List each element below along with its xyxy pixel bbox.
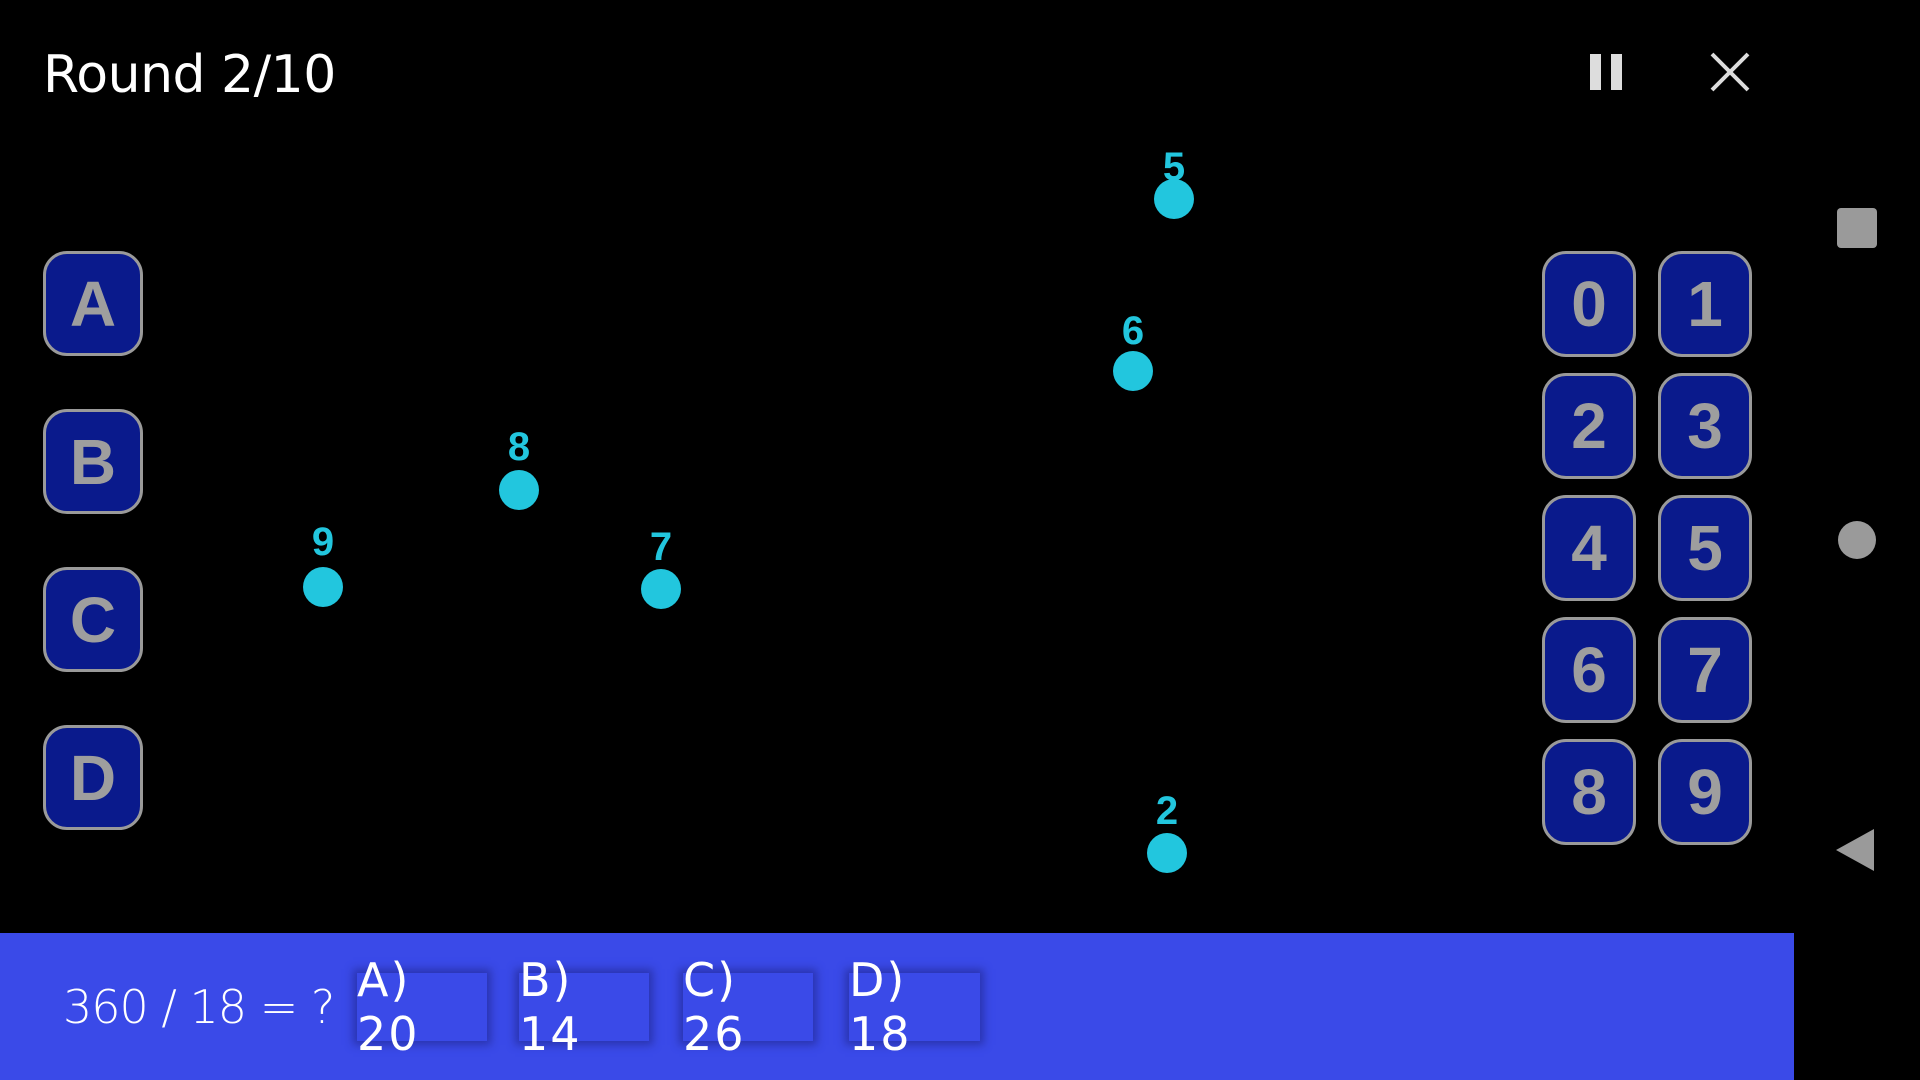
number-key-8[interactable]: 8	[1542, 739, 1636, 845]
dot-label: 2	[1155, 789, 1179, 833]
close-icon	[1710, 52, 1750, 92]
answer-button-a[interactable]: A	[43, 251, 143, 356]
option-b[interactable]: B) 14	[519, 953, 649, 1061]
dot-label: 9	[311, 520, 335, 564]
close-button[interactable]	[1708, 50, 1752, 94]
back-triangle-icon[interactable]	[1836, 829, 1874, 871]
round-title: Round 2/10	[43, 45, 336, 105]
question-bar: 360 / 18 = ? A) 20 B) 14 C) 26 D) 18	[0, 933, 1794, 1080]
dot[interactable]	[1147, 833, 1187, 873]
option-a[interactable]: A) 20	[357, 953, 487, 1061]
option-d[interactable]: D) 18	[849, 953, 980, 1061]
number-key-3[interactable]: 3	[1658, 373, 1752, 479]
recents-square-icon[interactable]	[1837, 208, 1877, 248]
dot-label: 7	[649, 525, 673, 569]
answer-button-c[interactable]: C	[43, 567, 143, 672]
number-key-9[interactable]: 9	[1658, 739, 1752, 845]
number-key-6[interactable]: 6	[1542, 617, 1636, 723]
dot[interactable]	[1113, 351, 1153, 391]
number-key-4[interactable]: 4	[1542, 495, 1636, 601]
home-circle-icon[interactable]	[1838, 521, 1876, 559]
dot[interactable]	[1154, 179, 1194, 219]
pause-icon	[1611, 54, 1622, 90]
dot[interactable]	[303, 567, 343, 607]
dot[interactable]	[499, 470, 539, 510]
number-key-2[interactable]: 2	[1542, 373, 1636, 479]
pause-button[interactable]	[1584, 50, 1628, 94]
number-key-5[interactable]: 5	[1658, 495, 1752, 601]
dot-label: 8	[507, 425, 531, 469]
option-c[interactable]: C) 26	[683, 953, 813, 1061]
pause-icon	[1590, 54, 1601, 90]
number-key-7[interactable]: 7	[1658, 617, 1752, 723]
dot-label: 5	[1162, 152, 1186, 189]
number-key-0[interactable]: 0	[1542, 251, 1636, 357]
play-area: 5 6 8 9 7 2	[0, 152, 1794, 932]
question-text: 360 / 18 = ?	[63, 979, 335, 1034]
number-key-1[interactable]: 1	[1658, 251, 1752, 357]
dot[interactable]	[641, 569, 681, 609]
answer-button-b[interactable]: B	[43, 409, 143, 514]
dot-label: 6	[1121, 309, 1145, 353]
answer-button-d[interactable]: D	[43, 725, 143, 830]
